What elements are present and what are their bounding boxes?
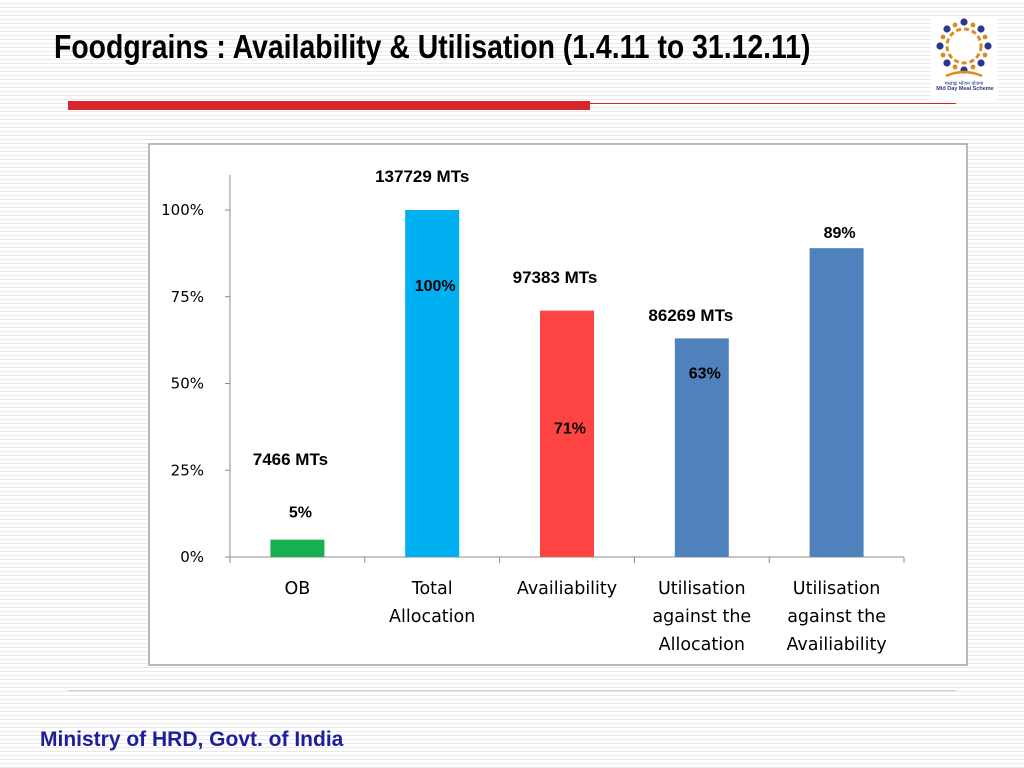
bar-2 (540, 310, 594, 557)
bar-1 (405, 210, 460, 557)
bar-quantity-label: 7466 MTs (253, 450, 328, 469)
y-tick-label: 25% (171, 461, 204, 479)
x-category-label: Allocation (659, 635, 745, 655)
x-category-label: against the (652, 607, 751, 627)
y-tick-label: 100% (161, 201, 204, 219)
bar-value-label: 100% (415, 278, 456, 295)
logo-emblem-icon: मध्याह्न भोजन योजना (936, 18, 992, 87)
bar-quantity-label: 86269 MTs (648, 306, 733, 325)
x-category-label: Availiability (786, 635, 886, 655)
x-category-label: Utilisation (793, 579, 881, 599)
x-category-label: Availiability (517, 579, 617, 599)
bar-quantity-label: 137729 MTs (375, 167, 469, 186)
bar-value-label: 89% (824, 225, 856, 242)
bar-0 (270, 539, 325, 557)
x-category-label: Utilisation (658, 579, 746, 599)
title-underline-thick (68, 101, 590, 110)
bar-value-label: 5% (289, 505, 312, 522)
bar-4 (809, 248, 864, 558)
slide-title: Foodgrains : Availability & Utilisation … (54, 28, 811, 65)
x-category-label: OB (285, 579, 311, 599)
title-underline-thin (590, 103, 956, 104)
footer-divider (68, 690, 956, 691)
logo-caption: Mid Day Meal Scheme (936, 86, 994, 92)
logo-hindi-text: मध्याह्न भोजन योजना (945, 80, 984, 87)
y-tick-label: 50% (171, 375, 204, 393)
x-category-label: Total (411, 579, 453, 599)
bar-value-label: 63% (689, 365, 721, 382)
bar-chart: 0% 25% 50% 75% 100% 5% 7466 MTs OB 100% 137729 MT… (161, 167, 905, 655)
footer-text: Ministry of HRD, Govt. of India (40, 728, 344, 751)
x-category-label: Allocation (389, 607, 475, 627)
mid-day-meal-logo: मध्याह्न भोजन योजना (930, 16, 998, 100)
y-tick-label: 75% (171, 288, 204, 306)
bar-quantity-label: 97383 MTs (513, 268, 598, 287)
chart-frame: 0% 25% 50% 75% 100% 5% 7466 MTs OB 100% 137729 MT… (148, 143, 968, 666)
x-category-label: against the (787, 607, 886, 627)
y-tick-label: 0% (180, 548, 204, 566)
bar-3 (674, 338, 729, 557)
bar-value-label: 71% (554, 421, 586, 438)
